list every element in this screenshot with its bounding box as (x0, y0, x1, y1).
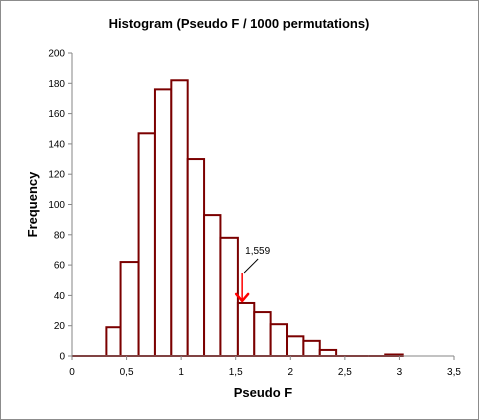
x-tick-label: 3,5 (447, 367, 461, 378)
x-tick-label: 1,5 (229, 367, 243, 378)
y-tick-label: 200 (48, 49, 65, 60)
annotation-leader-line (243, 258, 259, 274)
histogram-bar (286, 335, 305, 357)
x-tick-label: 1 (178, 367, 184, 378)
y-tick-label: 180 (48, 79, 65, 90)
annotation-group: 1,559 (234, 246, 271, 303)
histogram-bar (219, 236, 239, 357)
y-tick-label: 80 (54, 230, 66, 241)
histogram-bar (318, 348, 338, 358)
axes-group: 0 20 40 60 80 100 120 140 160 180 200 0 0,5 1 1,5 2 2,5 3… (48, 49, 461, 379)
y-tick-label: 100 (48, 200, 65, 211)
x-axis-title: Pseudo F (234, 385, 293, 400)
histogram-bar (153, 88, 173, 358)
histogram-bar (269, 323, 289, 357)
x-tick-label: 2 (288, 367, 294, 378)
y-tick-label: 160 (48, 109, 65, 120)
annotation-arrow-head (234, 292, 250, 303)
histogram-bar (236, 301, 256, 358)
y-tick-label: 60 (54, 261, 66, 272)
y-tick-label: 0 (59, 352, 65, 363)
y-tick-label: 120 (48, 170, 65, 181)
x-tick-label: 3 (397, 367, 403, 378)
histogram-bar (119, 261, 140, 358)
bars-group (72, 79, 404, 358)
annotation-label: 1,559 (245, 246, 270, 257)
histogram-bar (137, 132, 156, 357)
histogram-bar (203, 214, 222, 357)
y-tick-label: 40 (54, 291, 66, 302)
x-tick-label: 0 (69, 367, 75, 378)
chart-title: Histogram (Pseudo F / 1000 permutations) (109, 16, 370, 31)
histogram-bar (253, 311, 272, 358)
histogram-bar (186, 158, 206, 357)
histogram-bar (105, 326, 122, 357)
y-axis-title: Frequency (25, 171, 40, 238)
histogram-bar (302, 339, 321, 358)
x-tick-label: 0,5 (120, 367, 134, 378)
x-tick-label: 2,5 (338, 367, 352, 378)
histogram-bar (170, 79, 189, 358)
y-tick-label: 140 (48, 139, 65, 150)
y-tick-label: 20 (54, 321, 66, 332)
